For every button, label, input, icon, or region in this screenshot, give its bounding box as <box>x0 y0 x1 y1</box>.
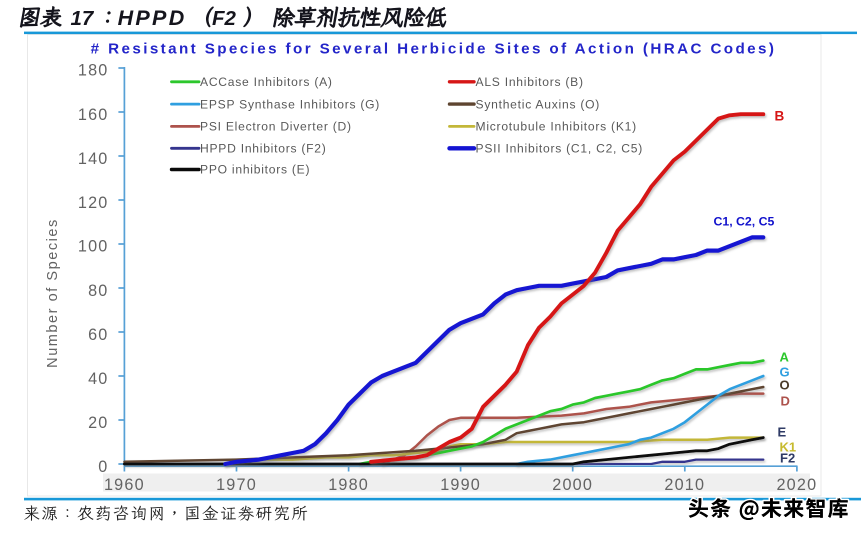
svg-text:2020: 2020 <box>776 476 817 494</box>
svg-text:180: 180 <box>78 62 109 80</box>
svg-text:140: 140 <box>78 150 109 168</box>
svg-text:Number of Species: Number of Species <box>45 218 61 368</box>
svg-text:17: 17 <box>71 7 95 30</box>
svg-text:B: B <box>775 109 785 124</box>
svg-text:100: 100 <box>78 238 109 256</box>
svg-text:PSII Inhibitors (C1, C2, C5): PSII Inhibitors (C1, C2, C5) <box>476 142 644 156</box>
svg-text:20: 20 <box>88 414 108 432</box>
svg-text:# Resistant Species for Severa: # Resistant Species for Several Herbicid… <box>91 41 777 58</box>
svg-text:PSI Electron Diverter (D): PSI Electron Diverter (D) <box>200 120 352 134</box>
svg-text:G: G <box>780 365 790 380</box>
svg-text:Microtubule Inhibitors (K1): Microtubule Inhibitors (K1) <box>476 120 637 134</box>
svg-text:F2: F2 <box>780 451 795 466</box>
svg-text:D: D <box>781 394 790 409</box>
svg-text:C1, C2, C5: C1, C2, C5 <box>714 215 775 229</box>
svg-text:ALS Inhibitors (B): ALS Inhibitors (B) <box>476 75 584 89</box>
svg-text:K1: K1 <box>780 440 797 455</box>
svg-text:60: 60 <box>88 326 108 344</box>
svg-text:HPPD Inhibitors (F2): HPPD Inhibitors (F2) <box>200 142 327 156</box>
svg-text:120: 120 <box>78 194 109 212</box>
svg-text:A: A <box>780 350 790 365</box>
svg-text:HPPD: HPPD <box>118 6 187 30</box>
svg-text:2000: 2000 <box>552 476 593 494</box>
svg-text:1970: 1970 <box>216 476 257 494</box>
svg-text:0: 0 <box>98 458 108 476</box>
svg-text:40: 40 <box>88 370 108 388</box>
svg-text:E: E <box>778 425 787 440</box>
svg-text:O: O <box>780 378 790 393</box>
svg-text:ACCase Inhibitors (A): ACCase Inhibitors (A) <box>200 75 333 89</box>
svg-text:2010: 2010 <box>664 476 705 494</box>
svg-text:EPSP Synthase Inhibitors (G): EPSP Synthase Inhibitors (G) <box>200 97 380 111</box>
svg-text:160: 160 <box>78 106 109 124</box>
svg-text:Synthetic Auxins (O): Synthetic Auxins (O) <box>476 97 601 111</box>
svg-text:PPO inhibitors (E): PPO inhibitors (E) <box>200 163 310 177</box>
svg-text:80: 80 <box>88 282 108 300</box>
svg-text:F2: F2 <box>212 7 237 30</box>
svg-text:1960: 1960 <box>104 476 145 494</box>
svg-text:1990: 1990 <box>440 476 481 494</box>
svg-text:1980: 1980 <box>328 476 369 494</box>
